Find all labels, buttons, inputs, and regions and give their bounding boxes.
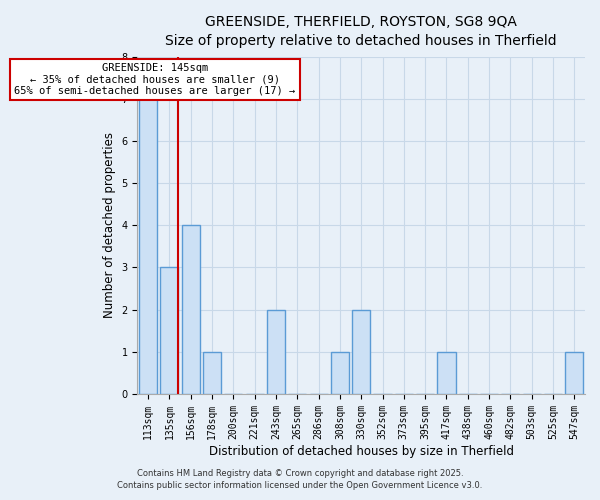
Bar bbox=[182, 226, 200, 394]
Title: GREENSIDE, THERFIELD, ROYSTON, SG8 9QA
Size of property relative to detached hou: GREENSIDE, THERFIELD, ROYSTON, SG8 9QA S… bbox=[166, 15, 557, 48]
Bar bbox=[203, 352, 221, 394]
Bar bbox=[139, 99, 157, 394]
Text: Contains HM Land Registry data © Crown copyright and database right 2025.
Contai: Contains HM Land Registry data © Crown c… bbox=[118, 468, 482, 490]
Bar bbox=[160, 268, 178, 394]
Bar bbox=[267, 310, 285, 394]
Bar bbox=[437, 352, 455, 394]
Text: GREENSIDE: 145sqm
← 35% of detached houses are smaller (9)
65% of semi-detached : GREENSIDE: 145sqm ← 35% of detached hous… bbox=[14, 63, 296, 96]
Y-axis label: Number of detached properties: Number of detached properties bbox=[103, 132, 116, 318]
X-axis label: Distribution of detached houses by size in Therfield: Distribution of detached houses by size … bbox=[209, 444, 514, 458]
Bar bbox=[565, 352, 583, 394]
Bar bbox=[331, 352, 349, 394]
Bar bbox=[352, 310, 370, 394]
